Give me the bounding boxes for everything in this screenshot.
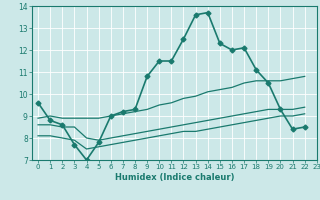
X-axis label: Humidex (Indice chaleur): Humidex (Indice chaleur) (115, 173, 234, 182)
